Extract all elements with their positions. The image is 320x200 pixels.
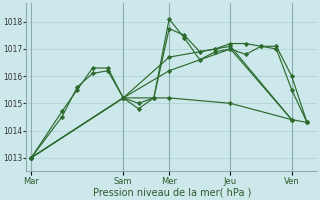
X-axis label: Pression niveau de la mer( hPa ): Pression niveau de la mer( hPa ) [92,187,251,197]
